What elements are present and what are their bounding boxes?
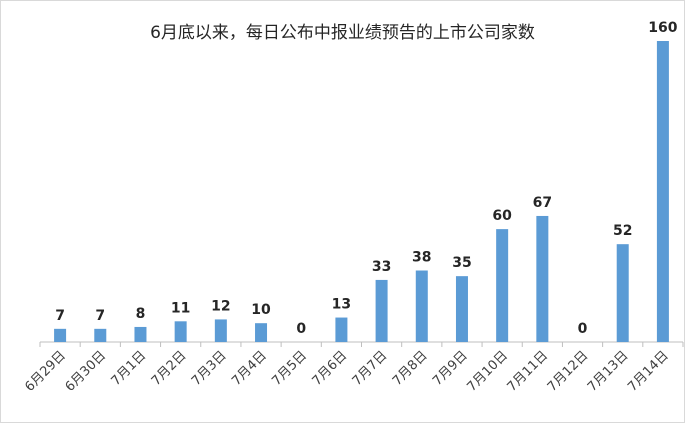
x-tick-label: 7月5日 bbox=[269, 348, 310, 389]
x-tick-label: 7月2日 bbox=[149, 348, 190, 389]
bar bbox=[94, 328, 107, 342]
data-label: 67 bbox=[533, 195, 552, 211]
bar bbox=[536, 215, 549, 342]
bar bbox=[214, 319, 227, 342]
data-label: 0 bbox=[296, 321, 306, 337]
bar bbox=[54, 328, 67, 342]
data-label: 35 bbox=[452, 255, 471, 271]
x-tick-label: 7月11日 bbox=[505, 348, 552, 395]
x-tick-label: 7月4日 bbox=[229, 348, 270, 389]
bar bbox=[255, 323, 268, 342]
data-label: 33 bbox=[372, 259, 391, 275]
data-label: 12 bbox=[211, 298, 230, 314]
bar bbox=[415, 270, 428, 342]
bar bbox=[656, 41, 669, 342]
data-label: 13 bbox=[332, 297, 351, 313]
data-label: 7 bbox=[55, 308, 65, 324]
x-tick-label: 7月14日 bbox=[625, 348, 672, 395]
data-label: 160 bbox=[648, 20, 677, 36]
x-tick-label: 7月8日 bbox=[390, 348, 431, 389]
bar bbox=[375, 279, 388, 342]
x-tick-label: 7月7日 bbox=[350, 348, 391, 389]
data-labels: 7 7 8 11 12 10 0 13 33 38 35 60 67 0 52 160 bbox=[55, 20, 678, 337]
data-label: 0 bbox=[578, 321, 588, 337]
data-label: 10 bbox=[251, 302, 271, 318]
chart-title: 6月底以来，每日公布中报业绩预告的上市公司家数 bbox=[150, 23, 535, 43]
bar bbox=[455, 276, 468, 342]
bar-series bbox=[54, 41, 669, 342]
data-label: 8 bbox=[136, 306, 146, 322]
data-label: 38 bbox=[412, 250, 431, 266]
bar bbox=[496, 229, 509, 342]
x-tick-label: 7月13日 bbox=[585, 348, 632, 395]
x-tick-label: 7月12日 bbox=[545, 348, 592, 395]
data-label: 7 bbox=[95, 308, 105, 324]
bar bbox=[335, 317, 348, 342]
x-tick-label: 7月1日 bbox=[109, 348, 150, 389]
x-tick-label: 7月3日 bbox=[189, 348, 230, 389]
bar bbox=[134, 326, 147, 342]
data-label: 11 bbox=[171, 300, 190, 316]
data-label: 52 bbox=[613, 223, 632, 239]
x-tick-label: 6月29日 bbox=[22, 348, 69, 395]
bar bbox=[174, 321, 187, 342]
x-tick-label: 6月30日 bbox=[63, 348, 110, 395]
bar bbox=[616, 244, 629, 342]
data-label: 60 bbox=[492, 208, 512, 224]
x-tick-label: 7月6日 bbox=[310, 348, 351, 389]
x-tick-label: 7月10日 bbox=[464, 348, 511, 395]
x-axis-ticks bbox=[39, 342, 684, 347]
